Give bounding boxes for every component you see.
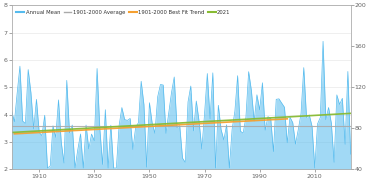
Legend: Annual Mean, 1901-2000 Average, 1901-2000 Best Fit Trend, 2021: Annual Mean, 1901-2000 Average, 1901-200… — [14, 8, 233, 17]
